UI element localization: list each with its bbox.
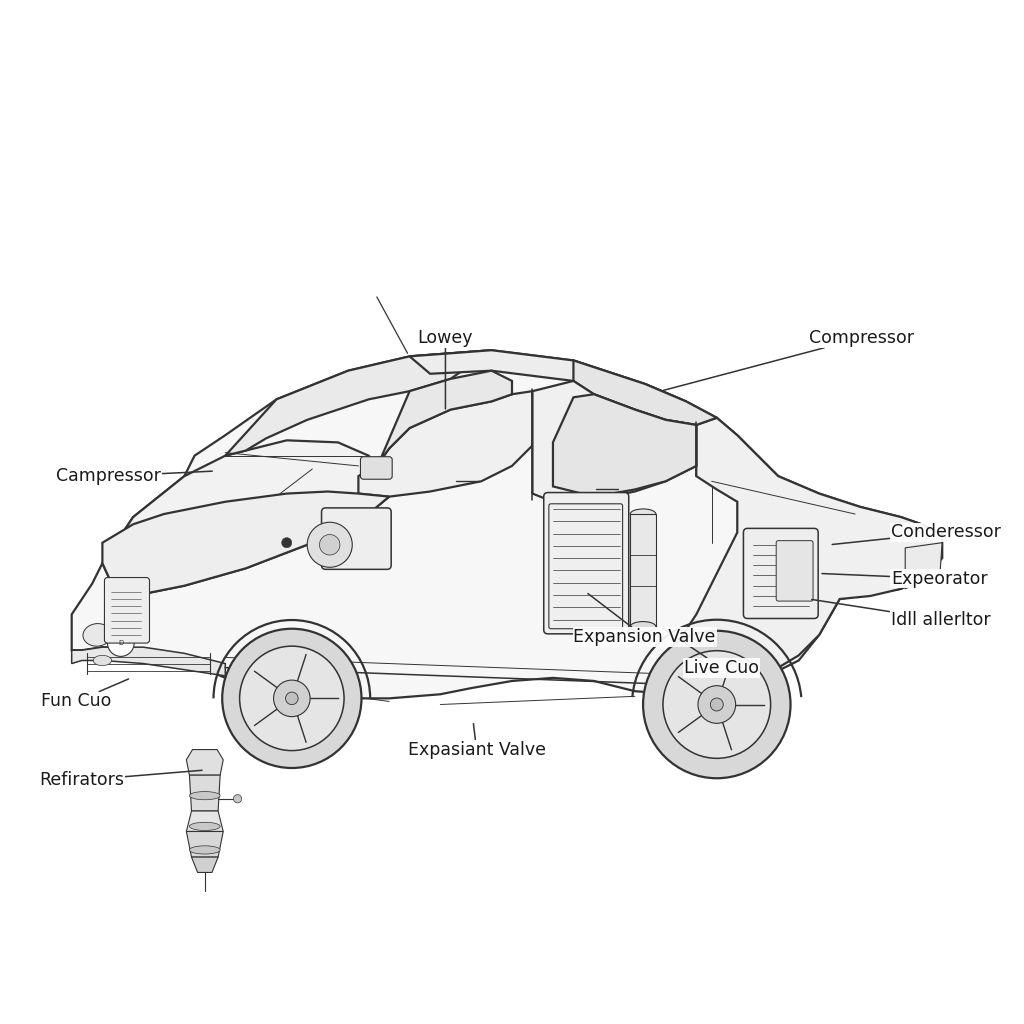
Text: Fun Cuo: Fun Cuo [41,679,129,711]
Polygon shape [186,831,223,857]
Polygon shape [631,514,655,627]
Text: D: D [118,640,124,646]
Circle shape [663,650,771,759]
Circle shape [319,535,340,555]
Circle shape [698,686,735,723]
Polygon shape [676,418,942,686]
FancyBboxPatch shape [360,457,392,479]
Ellipse shape [630,509,655,519]
Polygon shape [573,360,717,425]
Circle shape [643,631,791,778]
Polygon shape [72,647,225,676]
Circle shape [108,630,134,656]
Polygon shape [358,391,532,497]
Circle shape [711,698,723,711]
Circle shape [240,646,344,751]
Polygon shape [186,750,223,775]
Polygon shape [532,381,696,502]
Circle shape [324,528,332,537]
Polygon shape [189,775,220,811]
Polygon shape [225,350,492,456]
Polygon shape [905,543,942,589]
Polygon shape [410,350,686,410]
Ellipse shape [93,655,112,666]
Polygon shape [191,857,218,872]
Text: Campressor: Campressor [56,467,212,485]
Text: Idll allerltor: Idll allerltor [812,599,990,629]
Polygon shape [379,371,512,463]
FancyBboxPatch shape [322,508,391,569]
Polygon shape [102,492,389,594]
Text: Expansion Valve: Expansion Valve [573,594,716,646]
Text: Conderessor: Conderessor [833,523,1000,545]
Text: Live Cuo: Live Cuo [663,629,759,677]
Ellipse shape [630,622,655,632]
Polygon shape [72,350,942,698]
Circle shape [222,629,361,768]
Circle shape [286,692,298,705]
Text: Lowey: Lowey [418,329,473,409]
Circle shape [233,795,242,803]
Ellipse shape [83,624,112,646]
FancyBboxPatch shape [544,493,629,634]
FancyBboxPatch shape [743,528,818,618]
Polygon shape [102,440,389,594]
FancyBboxPatch shape [776,541,813,601]
Ellipse shape [189,792,220,800]
Circle shape [307,522,352,567]
FancyBboxPatch shape [104,578,150,643]
Circle shape [273,680,310,717]
Text: Expasiant Valve: Expasiant Valve [408,724,546,759]
Polygon shape [553,394,696,497]
Circle shape [282,538,292,548]
Ellipse shape [189,822,220,830]
Text: Expeorator: Expeorator [822,569,987,588]
Text: Refirators: Refirators [39,770,202,790]
Polygon shape [186,811,223,831]
Text: Compressor: Compressor [664,329,914,390]
Ellipse shape [189,846,220,854]
